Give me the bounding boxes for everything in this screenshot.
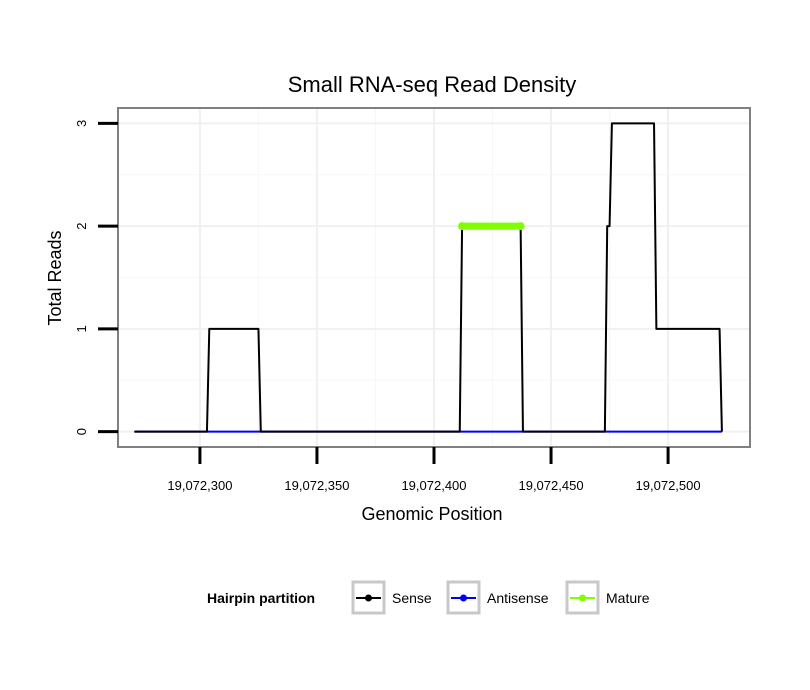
x-tick-label: 19,072,300 bbox=[167, 478, 232, 493]
legend-label-antisense: Antisense bbox=[487, 590, 549, 606]
x-tick-label: 19,072,450 bbox=[518, 478, 583, 493]
legend-point-mature bbox=[579, 594, 586, 602]
x-tick-label: 19,072,350 bbox=[284, 478, 349, 493]
legend-label-mature: Mature bbox=[606, 590, 650, 606]
legend: Hairpin partition Sense Antisense Mature bbox=[207, 580, 650, 615]
series-line-sense bbox=[134, 122, 723, 433]
y-tick-label: 0 bbox=[74, 428, 89, 435]
legend-title: Hairpin partition bbox=[207, 590, 315, 606]
x-tick-label: 19,072,500 bbox=[636, 478, 701, 493]
y-axis-title: Total Reads bbox=[45, 230, 65, 325]
y-axis: 0 1 2 3 bbox=[74, 120, 118, 435]
legend-point-sense bbox=[365, 594, 372, 602]
y-tick-label: 2 bbox=[74, 223, 89, 230]
x-axis-title: Genomic Position bbox=[361, 504, 502, 524]
series-point-mature bbox=[516, 222, 525, 231]
y-tick-label: 1 bbox=[74, 325, 89, 332]
legend-point-antisense bbox=[460, 594, 467, 602]
series-lines bbox=[134, 122, 723, 433]
series-point-mature bbox=[458, 222, 467, 231]
x-axis: 19,072,300 19,072,350 19,072,400 19,072,450… bbox=[167, 447, 701, 493]
chart-title: Small RNA-seq Read Density bbox=[288, 72, 577, 97]
legend-label-sense: Sense bbox=[392, 590, 432, 606]
y-tick-label: 3 bbox=[74, 120, 89, 127]
x-tick-label: 19,072,400 bbox=[401, 478, 466, 493]
